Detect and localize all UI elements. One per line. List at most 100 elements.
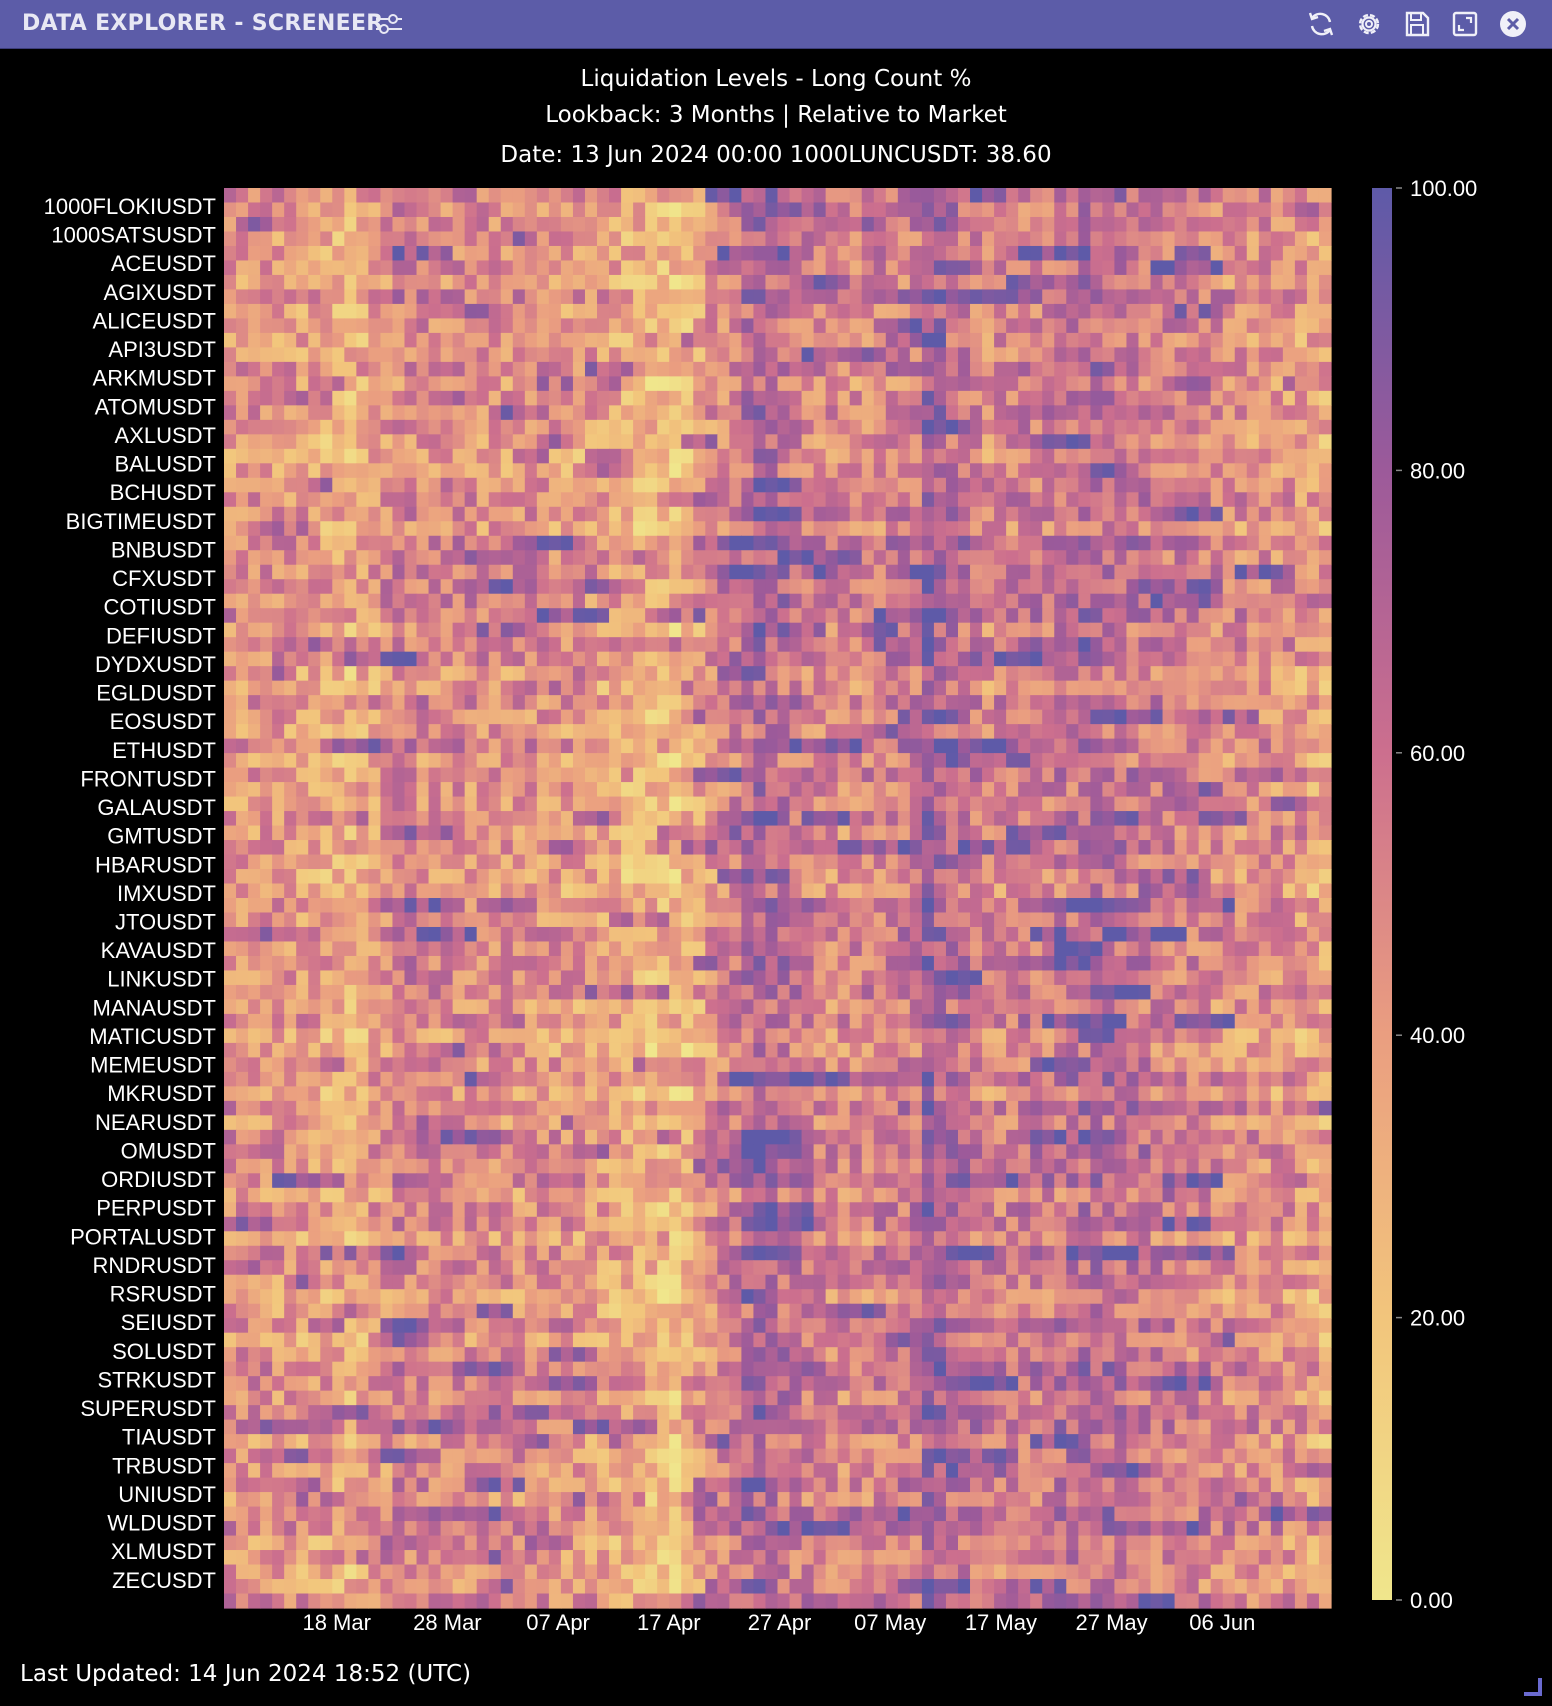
heatmap-cell (801, 405, 815, 421)
heatmap-chart[interactable]: 1000FLOKIUSDT1000SATSUSDTACEUSDTAGIXUSDT… (0, 180, 1552, 1640)
heatmap-cell (260, 955, 273, 972)
heatmap-cell (717, 202, 730, 218)
heatmap-cell (621, 811, 634, 827)
heatmap-cell (392, 303, 406, 320)
heatmap-cell (1162, 608, 1176, 624)
heatmap-cell (705, 637, 718, 653)
save-icon[interactable] (1402, 9, 1432, 39)
heatmap-cell (560, 361, 574, 377)
heatmap-cell (1186, 274, 1200, 291)
heatmap-cell (236, 608, 249, 624)
heatmap-cell (1138, 622, 1152, 638)
heatmap-cell (825, 912, 839, 928)
heatmap-cell (621, 854, 634, 870)
heatmap-cell (512, 695, 526, 711)
heatmap-cell (1210, 941, 1224, 957)
heatmap-cell (645, 941, 658, 957)
heatmap-cell (873, 216, 887, 233)
heatmap-cell (236, 926, 249, 943)
heatmap-cell (224, 796, 237, 812)
heatmap-cell (356, 926, 369, 943)
heatmap-cell (440, 840, 454, 856)
heatmap-cell (1054, 811, 1067, 827)
heatmap-cell (404, 521, 418, 537)
gear-icon[interactable] (1354, 9, 1384, 39)
heatmap-cell (416, 188, 430, 204)
heatmap-cell (1126, 521, 1140, 537)
heatmap-cell (957, 680, 971, 696)
heatmap-cell (657, 535, 670, 551)
heatmap-cell (705, 926, 718, 943)
heatmap-cell (1054, 840, 1067, 856)
heatmap-cell (1294, 753, 1308, 769)
heatmap-cell (452, 216, 466, 233)
heatmap-cell (1054, 289, 1067, 305)
heatmap-cell (669, 796, 682, 812)
heatmap-cell (584, 782, 598, 798)
heatmap-cell (645, 521, 658, 537)
heatmap-cell (1246, 535, 1260, 551)
heatmap-cell (500, 361, 514, 377)
close-icon[interactable] (1498, 9, 1528, 39)
heatmap-cell (1318, 811, 1332, 827)
heatmap-cell (344, 912, 357, 928)
heatmap-cell (296, 926, 309, 943)
heatmap-cell (1030, 521, 1043, 537)
heatmap-cell (1186, 811, 1200, 827)
heatmap-cell (873, 376, 887, 392)
heatmap-cell (260, 709, 273, 725)
heatmap-cell (404, 593, 418, 609)
heatmap-cell (1102, 202, 1116, 218)
heatmap-cell (572, 361, 586, 377)
heatmap-cell (970, 666, 983, 682)
heatmap-cell (741, 245, 755, 262)
heatmap-cell (1090, 825, 1103, 841)
heatmap-cell (1066, 521, 1079, 537)
heatmap-cell (476, 506, 490, 522)
heatmap-cell (765, 477, 779, 493)
refresh-icon[interactable] (1306, 9, 1336, 39)
heatmap-cell (1114, 216, 1128, 233)
heatmap-cell (416, 332, 430, 348)
heatmap-cell (645, 535, 658, 551)
heatmap-cell (741, 782, 755, 798)
heatmap-cell (1270, 753, 1284, 769)
heatmap-cell (729, 390, 742, 406)
heatmap-cell (1078, 405, 1091, 421)
heatmap-cell (260, 869, 273, 885)
heatmap-cell (1282, 753, 1296, 769)
heatmap-cell (1102, 231, 1116, 247)
heatmap-cell (1102, 448, 1116, 464)
heatmap-cell (284, 724, 297, 740)
heatmap-cell (500, 390, 514, 406)
heatmap-cell (621, 898, 634, 914)
heatmap-cell (621, 651, 634, 667)
heatmap-cell (236, 477, 249, 493)
heatmap-cell (392, 869, 406, 885)
heatmap-cell (1138, 753, 1152, 769)
expand-icon[interactable] (1450, 9, 1480, 39)
heatmap-cell (536, 651, 550, 667)
heatmap-cell (488, 941, 502, 957)
heatmap-cell (1030, 912, 1043, 928)
heatmap-cell (741, 463, 755, 479)
heatmap-cell (1270, 955, 1284, 972)
heatmap-cell (1222, 738, 1236, 754)
heatmap-cell (1006, 854, 1019, 870)
heatmap-cell (536, 448, 550, 464)
heatmap-cell (1186, 492, 1200, 508)
heatmap-cell (404, 738, 418, 754)
heatmap-cell (1246, 390, 1260, 406)
heatmap-cell (332, 564, 345, 580)
sliders-icon[interactable] (374, 11, 404, 37)
heatmap-cell (452, 579, 466, 595)
heatmap-cell (609, 724, 622, 740)
heatmap-cell (224, 666, 237, 682)
heatmap-cell (693, 216, 706, 233)
heatmap-cell (284, 347, 297, 363)
heatmap-cell (1234, 260, 1248, 276)
heatmap-cell (633, 521, 646, 537)
heatmap-cell (789, 376, 803, 392)
heatmap-cell (236, 318, 249, 334)
heatmap-cell (536, 796, 550, 812)
